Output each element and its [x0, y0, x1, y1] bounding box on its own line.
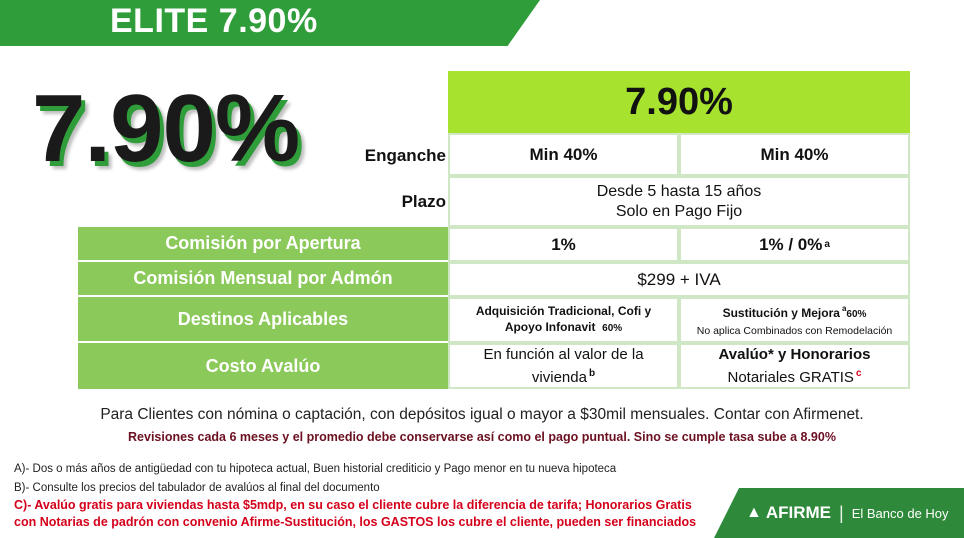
destinos-col1: Adquisición Tradicional, Cofi y Apoyo In… [448, 297, 679, 343]
note-c-line1: C)- Avalúo gratis para viviendas hasta $… [14, 498, 692, 512]
destinos-col2: Sustitución y Mejora a60% No aplica Combi… [679, 297, 910, 343]
footnote-a-marker-2: a [841, 304, 847, 313]
comision-apertura-col2: 1% / 0% a [679, 227, 910, 262]
note-b: B)- Consulte los precios del tabulador d… [14, 482, 380, 494]
avaluo-col1-line1: En función al valor de la [483, 346, 644, 363]
destinos-col1-pct: 60% [602, 323, 623, 334]
big-rate: 7.90% [32, 75, 300, 182]
plazo-value: Desde 5 hasta 15 años Solo en Pago Fijo [448, 176, 910, 227]
footnote-b-marker: b [588, 368, 596, 379]
brand-name: AFIRME [765, 503, 832, 522]
banner-title: ELITE 7.90% [110, 2, 318, 40]
destinos-col1-line1: Adquisición Tradicional, Cofi y [475, 304, 652, 318]
afirme-logo-icon: ▲ [746, 504, 762, 521]
footer-line2: Revisiones cada 6 meses y el promedio de… [128, 430, 836, 444]
comision-apertura-label: Comisión por Apertura [78, 227, 448, 262]
enganche-col1: Min 40% [448, 133, 679, 176]
destinos-label: Destinos Aplicables [78, 297, 448, 343]
avaluo-label: Costo Avalúo [78, 343, 448, 389]
rate-header: 7.90% [448, 71, 910, 133]
enganche-label: Enganche [364, 146, 446, 165]
footnote-c-marker: c [855, 368, 862, 379]
footnote-a-marker: a [824, 239, 830, 250]
plazo-label: Plazo [401, 192, 446, 211]
comision-apertura-col1: 1% [448, 227, 679, 262]
comision-mensual-label: Comisión Mensual por Admón [78, 262, 448, 297]
brand-tagline: El Banco de Hoy [851, 505, 949, 521]
destinos-col2-line2: No aplica Combinados con Remodelación [696, 325, 893, 337]
note-a: A)- Dos o más años de antigüedad con tu … [14, 463, 617, 475]
avaluo-col2-line1: Avalúo* y Honorarios [718, 346, 871, 363]
brand-logo: ▲ AFIRME [746, 503, 831, 523]
footer-line1: Para Clientes con nómina o captación, co… [100, 406, 864, 423]
destinos-col1-line2: Apoyo Infonavit [504, 320, 596, 334]
plazo-line2: Solo en Pago Fijo [615, 202, 743, 220]
destinos-col2-line1: Sustitución y Mejora [722, 306, 840, 320]
brand-separator: | [839, 502, 844, 523]
avaluo-col1-line2: vivienda [531, 369, 587, 386]
avaluo-col2: Avalúo* y Honorarios Notariales GRATIS c [679, 343, 910, 389]
avaluo-col2-line2: Notariales GRATIS [727, 369, 854, 386]
comision-mensual-value: $299 + IVA [448, 262, 910, 297]
plazo-line1: Desde 5 hasta 15 años [596, 182, 762, 200]
enganche-col2: Min 40% [679, 133, 910, 176]
comision-apertura-col2-text: 1% / 0% [759, 234, 823, 254]
note-c-line2: con Notarias de padrón con convenio Afir… [14, 515, 697, 529]
brand-footer: ▲ AFIRME | El Banco de Hoy [714, 488, 964, 538]
destinos-col2-pct: 60% [846, 309, 867, 320]
title-banner [0, 0, 540, 46]
avaluo-col1: En función al valor de la vivienda b [448, 343, 679, 389]
